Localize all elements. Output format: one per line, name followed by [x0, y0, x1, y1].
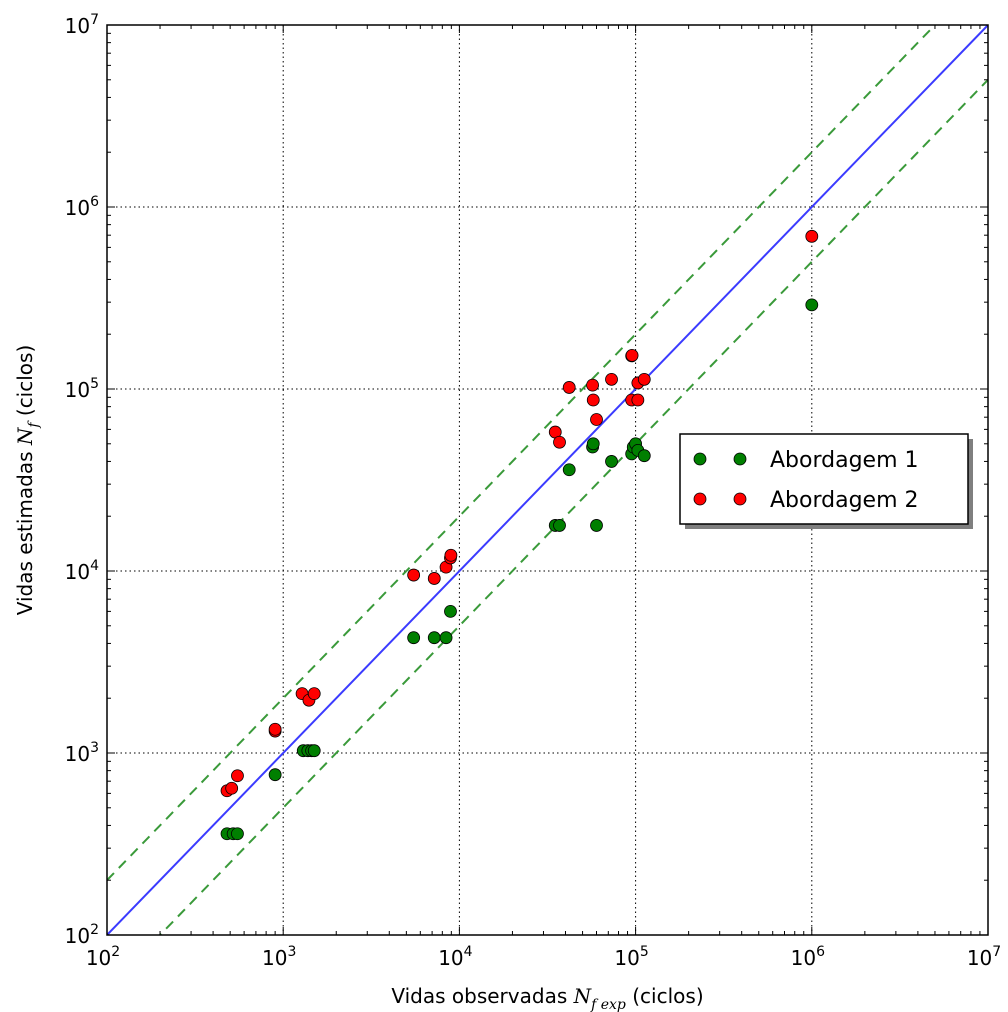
- data-point-series-2: [407, 568, 421, 582]
- data-point-series-2: [225, 781, 239, 795]
- data-point-series-2: [637, 372, 651, 386]
- data-point-series-2: [553, 435, 566, 449]
- data-point-series-1: [637, 449, 651, 463]
- data-point-series-1: [268, 768, 282, 782]
- y-tick-label: 107: [65, 12, 99, 38]
- data-point-series-2: [805, 229, 819, 243]
- data-point-series-2: [605, 372, 618, 386]
- reference-lines: [107, 25, 988, 935]
- legend-marker: [693, 452, 707, 466]
- legend-label: Abordagem 2: [770, 488, 919, 513]
- y-axis-label: Vidas estimadas Nf (ciclos): [13, 345, 42, 616]
- data-point-series-1: [805, 298, 819, 312]
- reference-line-band-lower: [158, 79, 988, 935]
- x-tick-labels: 102 103 104 105 106 107: [86, 944, 1001, 970]
- data-point-series-2: [231, 769, 244, 783]
- data-point-series-2: [625, 348, 639, 362]
- data-point-series-1: [590, 519, 603, 532]
- data-point-series-2: [268, 722, 282, 736]
- data-point-series-1: [427, 631, 441, 645]
- x-tick-label: 105: [614, 944, 648, 970]
- tick-marks: [106, 24, 989, 936]
- legend-marker: [733, 492, 747, 506]
- legend-marker: [733, 452, 747, 466]
- data-point-series-1: [444, 604, 457, 618]
- reference-line-band-upper: [107, 25, 937, 881]
- data-point-series-2: [427, 572, 441, 585]
- x-tick-label: 102: [86, 944, 120, 970]
- y-tick-label: 102: [65, 922, 99, 948]
- data-point-series-1: [307, 744, 321, 758]
- y-tick-label: 103: [65, 740, 99, 766]
- data-point-series-2: [590, 413, 603, 426]
- y-tick-label: 105: [65, 376, 99, 402]
- data-point-series-1: [231, 827, 244, 841]
- y-tick-labels: 102 103 104 105 106 107: [65, 12, 99, 948]
- y-tick-label: 106: [65, 194, 99, 220]
- x-tick-label: 107: [967, 944, 1001, 970]
- data-point-series-2: [586, 393, 600, 407]
- data-point-series-1: [586, 437, 600, 451]
- data-point-series-2: [444, 548, 458, 562]
- x-tick-label: 103: [262, 944, 296, 970]
- data-point-series-1: [605, 455, 618, 468]
- legend-entries: Abordagem 1 Abordagem 2: [693, 448, 919, 513]
- data-point-series-2: [586, 378, 599, 392]
- y-tick-label: 104: [65, 558, 99, 584]
- legend-marker: [693, 492, 707, 506]
- data-point-series-1: [407, 631, 421, 645]
- legend-box: [679, 433, 969, 525]
- x-tick-label: 106: [791, 944, 825, 970]
- x-tick-label: 104: [438, 944, 472, 970]
- reference-line-equality: [107, 25, 988, 935]
- data-point-series-1: [562, 463, 576, 477]
- data-point-series-2: [631, 393, 645, 407]
- data-point-series-2: [307, 687, 321, 701]
- x-axis-label: Vidas observadas Nf exp (ciclos): [391, 984, 703, 1012]
- plot-frame: [106, 24, 989, 936]
- data-points: [220, 229, 819, 841]
- legend: Abordagem 1 Abordagem 2: [679, 433, 973, 529]
- data-point-series-1: [553, 519, 566, 532]
- data-point-series-1: [439, 631, 453, 645]
- legend-label: Abordagem 1: [770, 448, 919, 473]
- data-point-series-2: [562, 381, 576, 394]
